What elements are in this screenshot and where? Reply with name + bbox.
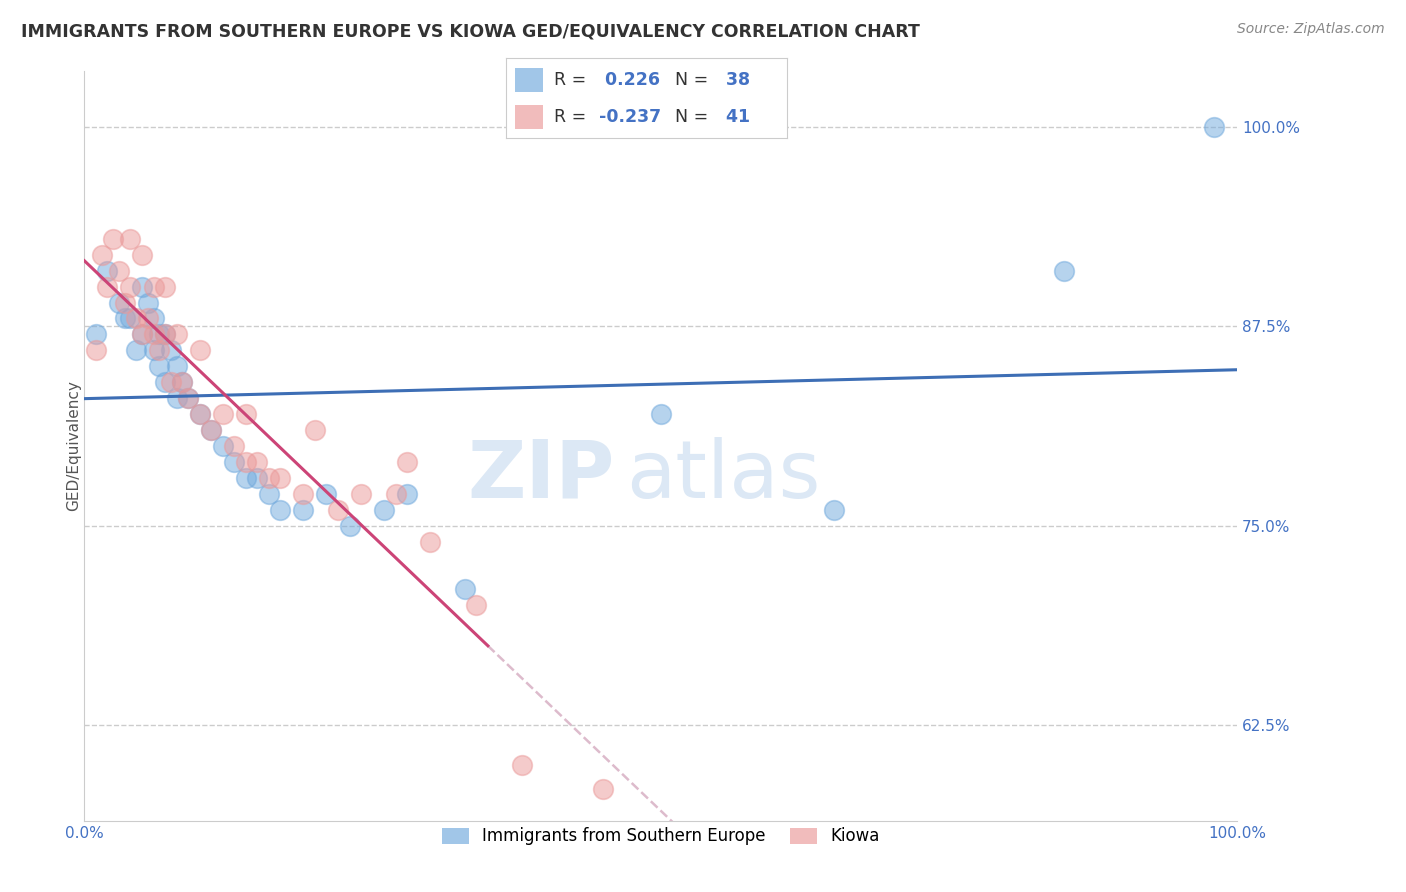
Point — [120, 279, 142, 293]
Point — [142, 279, 165, 293]
Point — [246, 455, 269, 469]
Text: atlas: atlas — [626, 437, 821, 515]
Point — [211, 439, 233, 453]
Bar — [515, 104, 543, 128]
Point — [200, 423, 222, 437]
Point — [177, 391, 200, 405]
Point — [257, 487, 280, 501]
Point — [148, 343, 170, 358]
Point — [114, 311, 136, 326]
Point — [292, 487, 315, 501]
Point — [373, 502, 395, 516]
Text: N =: N = — [675, 108, 714, 126]
Point — [148, 359, 170, 374]
Text: 38: 38 — [720, 70, 749, 88]
Point — [160, 343, 183, 358]
Point — [326, 502, 349, 516]
Text: -0.237: -0.237 — [599, 108, 661, 126]
Point — [84, 327, 107, 342]
Point — [125, 311, 148, 326]
Point — [142, 311, 165, 326]
Legend: Immigrants from Southern Europe, Kiowa: Immigrants from Southern Europe, Kiowa — [433, 819, 889, 854]
Bar — [515, 68, 543, 92]
Point — [188, 407, 211, 421]
Point — [465, 599, 488, 613]
Point — [136, 295, 159, 310]
Point — [136, 311, 159, 326]
Point — [160, 376, 183, 390]
Point — [650, 407, 672, 421]
Y-axis label: GED/Equivalency: GED/Equivalency — [66, 381, 80, 511]
Text: 41: 41 — [720, 108, 749, 126]
Point — [224, 455, 246, 469]
Point — [148, 327, 170, 342]
Point — [131, 279, 153, 293]
Text: ZIP: ZIP — [467, 437, 614, 515]
Point — [1053, 263, 1076, 277]
Point — [120, 311, 142, 326]
Point — [131, 248, 153, 262]
Point — [339, 518, 361, 533]
Point — [172, 376, 194, 390]
Point — [131, 327, 153, 342]
Point — [142, 343, 165, 358]
Text: 0.226: 0.226 — [599, 70, 659, 88]
Point — [166, 359, 188, 374]
Point — [96, 263, 118, 277]
Point — [131, 327, 153, 342]
Point — [315, 487, 337, 501]
Point — [108, 295, 131, 310]
Point — [177, 391, 200, 405]
Point — [592, 781, 614, 796]
Point — [246, 471, 269, 485]
Point — [350, 487, 373, 501]
Point — [1204, 120, 1226, 135]
Point — [235, 455, 257, 469]
Text: R =: R = — [554, 108, 592, 126]
Point — [153, 376, 176, 390]
Text: Source: ZipAtlas.com: Source: ZipAtlas.com — [1237, 22, 1385, 37]
Point — [108, 263, 131, 277]
Point — [384, 487, 406, 501]
Point — [419, 534, 441, 549]
Point — [269, 502, 291, 516]
Point — [200, 423, 222, 437]
Point — [396, 455, 419, 469]
Point — [235, 471, 257, 485]
Point — [153, 279, 176, 293]
Point — [166, 327, 188, 342]
Text: N =: N = — [675, 70, 714, 88]
Point — [257, 471, 280, 485]
Point — [224, 439, 246, 453]
Point — [153, 327, 176, 342]
Point — [396, 487, 419, 501]
Point — [269, 471, 291, 485]
Point — [120, 232, 142, 246]
Text: R =: R = — [554, 70, 592, 88]
Point — [84, 343, 107, 358]
Point — [512, 757, 534, 772]
Point — [103, 232, 124, 246]
Point — [823, 502, 845, 516]
Point — [188, 407, 211, 421]
Point — [235, 407, 257, 421]
Point — [96, 279, 118, 293]
Point — [188, 343, 211, 358]
Point — [125, 343, 148, 358]
Point — [153, 327, 176, 342]
Point — [211, 407, 233, 421]
Point — [142, 327, 165, 342]
Point — [304, 423, 326, 437]
Point — [90, 248, 112, 262]
Text: IMMIGRANTS FROM SOUTHERN EUROPE VS KIOWA GED/EQUIVALENCY CORRELATION CHART: IMMIGRANTS FROM SOUTHERN EUROPE VS KIOWA… — [21, 22, 920, 40]
Point — [166, 391, 188, 405]
Point — [454, 582, 477, 597]
Point — [114, 295, 136, 310]
Point — [172, 376, 194, 390]
Point — [292, 502, 315, 516]
